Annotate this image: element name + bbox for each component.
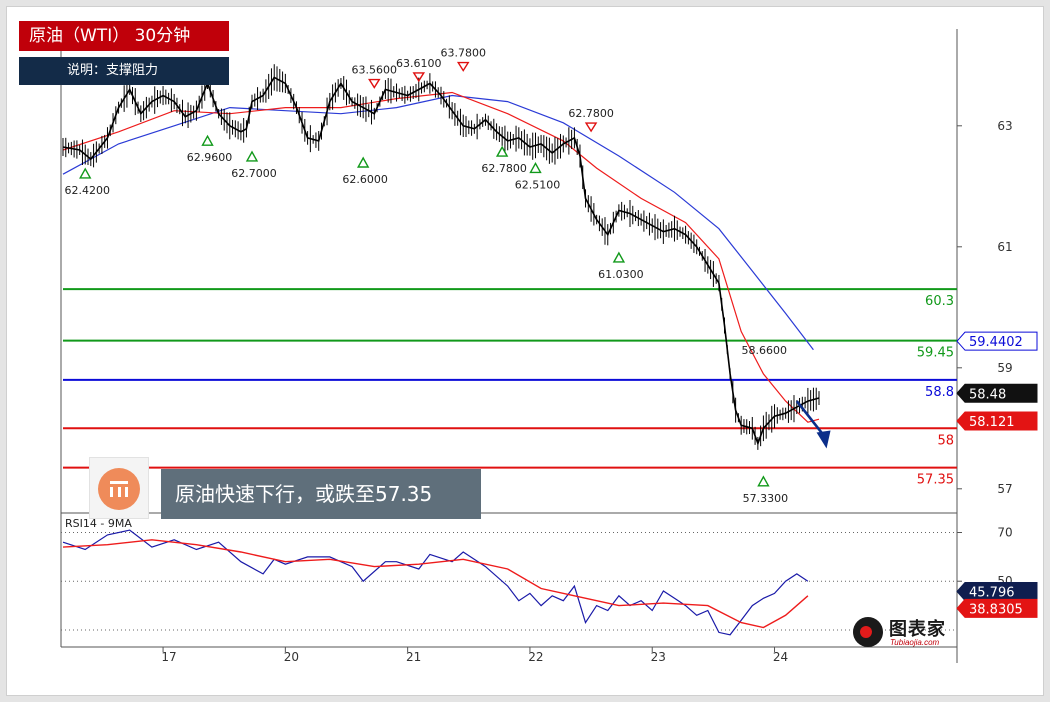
low-label: 62.9600	[187, 151, 233, 164]
rsi-tag-label: 38.8305	[969, 602, 1023, 617]
low-marker-icon	[79, 167, 92, 179]
ma-slow-line	[62, 94, 814, 351]
mi-logo-tile	[89, 457, 149, 519]
price-tag-label: 58.48	[969, 387, 1006, 402]
high-marker-icon	[412, 72, 426, 83]
level-label: 58	[937, 433, 954, 448]
low-label: 61.0300	[598, 268, 644, 281]
rsi-tag-shape	[956, 598, 1038, 618]
x-tick-label: 24	[773, 650, 788, 664]
x-tick-label: 20	[284, 650, 299, 664]
price-tag-label: 58.121	[969, 415, 1015, 430]
level-label: 59.45	[917, 346, 954, 361]
high-label: 63.6100	[396, 57, 442, 70]
chart-frame: 57 59 61 63 50 70 17 20 21 22 23 24 60.3 59.45 58.8 58 5…	[6, 6, 1044, 696]
y-tick-label: 57	[997, 482, 1012, 496]
high-label: 63.5600	[352, 64, 398, 77]
x-tick-label: 22	[528, 650, 543, 664]
low-marker-icon	[495, 145, 509, 157]
low-marker-icon	[529, 162, 542, 174]
rsi-tag-shape	[956, 581, 1038, 601]
low-marker-icon	[201, 134, 214, 146]
annotation-label: 58.6600	[742, 344, 788, 357]
chart-title: 原油（WTI） 30分钟	[19, 21, 229, 51]
price-tag: 59.4402	[956, 331, 1038, 351]
rsi-ma-line	[62, 539, 809, 629]
brand-logo: 图表家 Tubiaojia.com	[853, 615, 963, 651]
x-tick-label: 17	[161, 650, 176, 664]
x-tick-label: 23	[651, 650, 666, 664]
x-tick-label: 21	[406, 650, 421, 664]
trend-arrow-shaft	[795, 400, 826, 438]
high-marker-icon	[584, 122, 598, 133]
rsi-y-tick-label: 70	[997, 525, 1012, 539]
high-marker-icon	[456, 61, 470, 72]
level-label: 57.35	[917, 473, 954, 488]
level-label: 58.8	[925, 385, 954, 400]
low-label: 62.7000	[231, 167, 277, 180]
brand-url: Tubiaojia.com	[890, 638, 940, 647]
low-marker-icon	[757, 475, 770, 487]
low-marker-icon	[356, 156, 370, 168]
rsi-tag: 38.8305	[956, 598, 1038, 618]
price-tag-shape	[956, 411, 1038, 431]
high-marker-icon	[368, 78, 381, 89]
low-label: 62.6000	[342, 173, 388, 186]
y-tick-label: 63	[997, 119, 1012, 133]
high-label: 63.7800	[440, 47, 486, 60]
price-tag: 58.48	[956, 383, 1038, 403]
price-tag-label: 59.4402	[969, 335, 1023, 350]
high-label: 62.7800	[568, 107, 614, 120]
y-tick-label: 59	[997, 361, 1012, 375]
low-label: 62.7800	[481, 162, 527, 175]
trend-arrow-icon	[816, 430, 831, 449]
brand-logo-icon	[853, 617, 883, 647]
price-tag-shape	[956, 331, 1038, 351]
y-tick-label: 61	[997, 240, 1012, 254]
brand-name: 图表家	[889, 619, 946, 640]
price-line	[62, 76, 820, 446]
forecast-note: 原油快速下行，或跌至57.35	[161, 469, 481, 519]
rsi-tag-label: 45.796	[969, 585, 1015, 600]
low-label: 62.4200	[64, 184, 110, 197]
low-label: 62.5100	[515, 178, 561, 191]
low-marker-icon	[245, 150, 259, 162]
price-tag: 58.121	[956, 411, 1038, 431]
rsi-tag: 45.796	[956, 581, 1038, 601]
low-marker-icon	[612, 251, 626, 263]
chart-subtitle: 说明：支撑阻力	[19, 57, 229, 85]
ma-fast-line	[62, 91, 820, 423]
mi-logo-icon	[98, 468, 140, 510]
level-label: 60.3	[925, 294, 954, 309]
rsi-title: RSI14 - 9MA	[65, 517, 132, 530]
price-tag-shape	[956, 383, 1038, 403]
rsi-line	[62, 529, 809, 636]
low-label: 57.3300	[743, 492, 789, 505]
